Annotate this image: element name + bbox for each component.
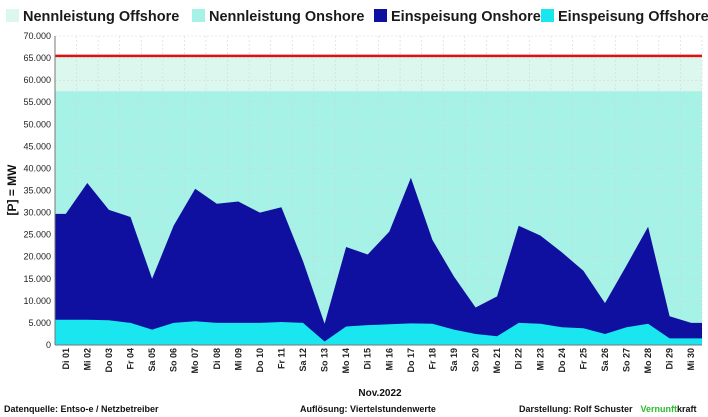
y-tick-label: 55.000 xyxy=(23,97,51,107)
x-tick-label: Do 24 xyxy=(557,348,567,373)
plot-area xyxy=(54,35,703,346)
y-tick-label: 40.000 xyxy=(23,163,51,173)
x-tick-label: Fr 11 xyxy=(276,348,286,369)
y-tick-label: 45.000 xyxy=(23,141,51,151)
footer-author: Darstellung: Rolf Schuster Vernunftkraft xyxy=(519,404,697,414)
footer-author-text: Darstellung: Rolf Schuster xyxy=(519,404,633,414)
legend-label: Nennleistung Onshore xyxy=(209,9,365,25)
y-tick-label: 60.000 xyxy=(23,75,51,85)
y-tick-label: 10.000 xyxy=(23,296,51,306)
y-tick-label: 65.000 xyxy=(23,53,51,63)
x-tick-label: So 27 xyxy=(622,348,632,372)
legend-label: Nennleistung Offshore xyxy=(23,9,179,25)
y-axis-label: [P] = MW xyxy=(5,164,19,216)
y-tick-label: 20.000 xyxy=(23,252,51,262)
x-tick-label: Do 03 xyxy=(104,348,114,373)
x-tick-label: Do 10 xyxy=(255,348,265,373)
x-tick-label: Fr 18 xyxy=(427,348,437,370)
x-tick-label: Di 08 xyxy=(212,348,222,370)
area-einspeisung-offshore xyxy=(55,319,702,345)
footer-source: Datenquelle: Entso-e / Netzbetreiber xyxy=(4,404,159,414)
legend-swatch xyxy=(374,9,387,22)
area-einspeisung-onshore xyxy=(55,177,702,345)
x-tick-label: So 13 xyxy=(320,348,330,372)
x-tick-label: Fr 25 xyxy=(578,348,588,370)
y-tick-label: 30.000 xyxy=(23,208,51,218)
x-tick-label: Di 29 xyxy=(665,348,675,370)
x-axis-label: Nov.2022 xyxy=(358,388,402,399)
legend-label: Einspeisung Onshore xyxy=(391,9,541,25)
x-tick-label: Mo 28 xyxy=(643,348,653,374)
x-tick-label: Mo 21 xyxy=(492,348,502,374)
x-tick-label: Di 01 xyxy=(61,348,71,370)
x-tick-label: Mi 02 xyxy=(82,348,92,371)
legend: Nennleistung Offshore Nennleistung Onshor… xyxy=(6,9,708,25)
x-tick-label: Mi 30 xyxy=(686,348,696,371)
x-tick-label: Sa 12 xyxy=(298,348,308,372)
legend-swatch xyxy=(541,9,554,22)
y-tick-label: 15.000 xyxy=(23,274,51,284)
footer-resolution: Auflösung: Viertelstundenwerte xyxy=(300,404,436,414)
y-tick-label: 35.000 xyxy=(23,186,51,196)
x-tick-label: Mi 23 xyxy=(535,348,545,371)
x-tick-label: Sa 05 xyxy=(147,348,157,372)
y-tick-label: 70.000 xyxy=(23,31,51,41)
x-tick-label: So 20 xyxy=(471,348,481,372)
x-tick-label: Fr 04 xyxy=(125,348,135,370)
y-axis: 0 5.000 10.000 15.000 20.000 25.000 30.000 35.0… xyxy=(23,31,56,350)
x-tick-label: Di 15 xyxy=(363,348,373,370)
legend-swatch xyxy=(6,9,19,22)
brand-kraft: kraft xyxy=(677,404,697,414)
x-tick-label: Sa 19 xyxy=(449,348,459,372)
x-tick-label: Mi 16 xyxy=(384,348,394,371)
y-tick-label: 5.000 xyxy=(28,318,51,328)
x-tick-label: Mo 14 xyxy=(341,348,351,374)
y-tick-label: 0 xyxy=(46,340,51,350)
legend-swatch xyxy=(192,9,205,22)
x-tick-label: So 06 xyxy=(169,348,179,372)
x-tick-label: Di 22 xyxy=(514,348,524,370)
brand-vernunft: Vernunft xyxy=(641,404,678,414)
y-tick-label: 25.000 xyxy=(23,230,51,240)
x-tick-label: Sa 26 xyxy=(600,348,610,372)
x-tick-label: Mo 07 xyxy=(190,348,200,374)
x-tick-label: Mi 09 xyxy=(233,348,243,371)
x-tick-label: Do 17 xyxy=(406,348,416,373)
legend-label: Einspeisung Offshore xyxy=(558,9,708,25)
x-axis: Di 01 Mi 02 Do 03 Fr 04 Sa 05 So 06 Mo 07 Di 08… xyxy=(55,344,702,374)
y-tick-label: 50.000 xyxy=(23,119,51,129)
